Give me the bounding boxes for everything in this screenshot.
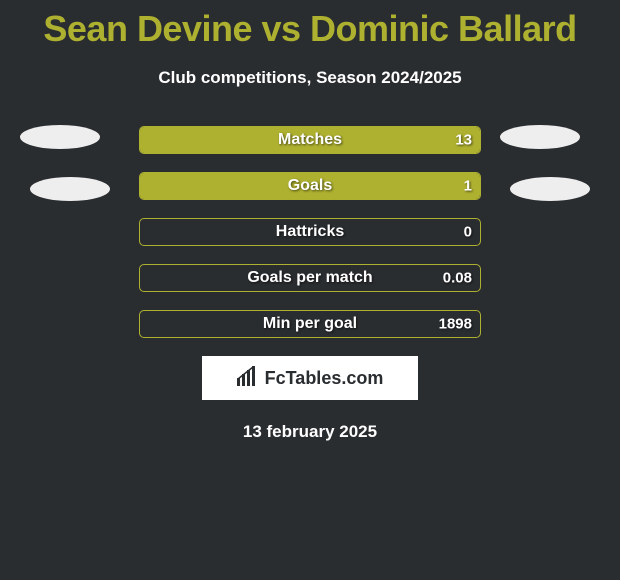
stat-value-right: 0	[464, 224, 472, 241]
stat-label: Matches	[278, 131, 342, 149]
stat-row: Hattricks 0	[0, 218, 620, 246]
stat-value-right: 1898	[439, 316, 472, 333]
stat-label: Hattricks	[276, 223, 344, 241]
stat-row: Goals 1	[0, 172, 620, 200]
stat-row: Matches 13	[0, 126, 620, 154]
stat-value-right: 13	[455, 132, 472, 149]
stat-label: Min per goal	[263, 315, 357, 333]
subtitle: Club competitions, Season 2024/2025	[0, 68, 620, 88]
stat-value-right: 1	[464, 178, 472, 195]
stat-row: Goals per match 0.08	[0, 264, 620, 292]
stats-area: Matches 13 Goals 1 Hattricks 0 Goals per match…	[0, 126, 620, 338]
date-label: 13 february 2025	[0, 422, 620, 442]
stat-row: Min per goal 1898	[0, 310, 620, 338]
brand-label: FcTables.com	[265, 368, 384, 389]
brand-box[interactable]: FcTables.com	[202, 356, 418, 400]
stat-bar-track: Goals 1	[139, 172, 481, 200]
stat-value-right: 0.08	[443, 270, 472, 287]
stat-bar-track: Matches 13	[139, 126, 481, 154]
page-title: Sean Devine vs Dominic Ballard	[0, 0, 620, 50]
stat-label: Goals	[288, 177, 332, 195]
stat-bar-track: Goals per match 0.08	[139, 264, 481, 292]
chart-icon	[237, 366, 259, 391]
stat-label: Goals per match	[247, 269, 372, 287]
comparison-card: Sean Devine vs Dominic Ballard Club comp…	[0, 0, 620, 580]
stat-bar-track: Min per goal 1898	[139, 310, 481, 338]
stat-bar-track: Hattricks 0	[139, 218, 481, 246]
